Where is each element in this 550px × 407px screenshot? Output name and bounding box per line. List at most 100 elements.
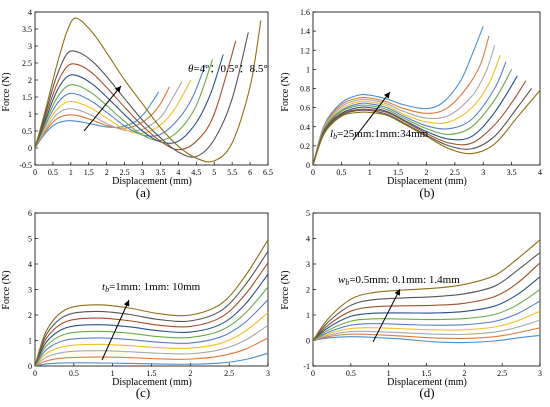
- series-line-9: [35, 32, 249, 158]
- series-line-8: [35, 262, 268, 366]
- series-line-1: [313, 26, 484, 165]
- series-group: [313, 239, 540, 344]
- parameter-annotation: lb=25mm:1mm:34mm: [330, 128, 429, 141]
- series-line-2: [313, 327, 540, 342]
- panel-label: (b): [419, 185, 434, 200]
- x-tick-label: 4: [538, 168, 542, 177]
- series-group: [35, 17, 262, 163]
- series-line-2: [35, 337, 268, 366]
- y-tick-label: 1.5: [22, 93, 32, 102]
- x-tick-label: 2: [425, 168, 429, 177]
- y-tick-label: 5: [28, 235, 32, 244]
- x-tick-label: 2.5: [120, 168, 130, 177]
- y-axis-title: Force (N): [1, 270, 12, 309]
- series-group: [35, 239, 268, 366]
- panel-label: (c): [136, 385, 150, 400]
- y-tick-label: 1: [28, 110, 32, 119]
- x-tick-label: 2: [105, 168, 109, 177]
- x-tick-label: 1: [387, 369, 391, 378]
- x-tick-label: 6.5: [263, 168, 273, 177]
- trend-arrow: [101, 299, 130, 361]
- x-tick-label: 3: [141, 168, 145, 177]
- series-line-5: [313, 61, 507, 165]
- y-tick-label: 1.4: [300, 27, 310, 36]
- series-line-9: [313, 252, 540, 341]
- y-tick-label: 0.2: [300, 142, 310, 151]
- series-line-4: [35, 312, 268, 366]
- x-tick-label: 3: [481, 168, 485, 177]
- y-tick-label: 0.6: [300, 104, 310, 113]
- trend-arrow: [372, 288, 401, 343]
- x-tick-label: 2.5: [450, 168, 460, 177]
- x-tick-label: 3.5: [507, 168, 517, 177]
- x-tick-label: 1.5: [147, 369, 157, 378]
- y-tick-label: 2: [306, 286, 310, 295]
- plot-frame: [312, 212, 541, 367]
- y-tick-label: 6: [28, 209, 32, 218]
- x-tick-label: 5: [212, 168, 216, 177]
- trend-arrow: [352, 91, 391, 141]
- x-axis-title: Displacement (mm): [112, 377, 192, 388]
- chart-panel-2: 0 0.5 1 1.5 2 2.5 3 3.5 4 0 0.2 0.4 0.6 0.8 1 1.2 1.4 1.6…: [280, 8, 542, 200]
- series-line-1: [35, 91, 160, 149]
- series-line-10: [313, 90, 540, 165]
- x-tick-label: 1: [368, 168, 372, 177]
- y-tick-label: 0: [306, 161, 310, 170]
- x-tick-label: 6: [248, 168, 252, 177]
- x-tick-label: 2.5: [497, 369, 507, 378]
- chart-panel-1: 0 0.5 1 1.5 2 2.5 3 3.5 4 4.5 5 5.5 6 6.5-0.500.511.5…: [1, 8, 273, 200]
- y-tick-label: -0.5: [19, 161, 32, 170]
- plot-frame: [34, 11, 269, 166]
- x-tick-label: 0.5: [336, 168, 346, 177]
- x-tick-label: 0: [311, 369, 315, 378]
- y-tick-label: 1.6: [300, 8, 310, 17]
- y-tick-label: 1: [306, 311, 310, 320]
- y-axis-title: Force (N): [1, 72, 12, 111]
- x-tick-label: 0: [311, 168, 315, 177]
- x-tick-label: 2: [462, 369, 466, 378]
- y-tick-label: 0: [28, 144, 32, 153]
- y-tick-label: 4: [306, 235, 310, 244]
- series-line-1: [35, 352, 268, 366]
- series-line-10: [35, 239, 268, 366]
- series-line-5: [35, 299, 268, 366]
- y-tick-label: 0: [28, 362, 32, 371]
- series-line-3: [35, 324, 268, 366]
- x-tick-label: 4: [176, 168, 180, 177]
- series-line-6: [35, 59, 213, 149]
- series-line-8: [313, 80, 527, 165]
- series-line-9: [313, 88, 532, 165]
- series-line-1: [313, 334, 540, 344]
- series-line-3: [35, 81, 183, 149]
- series-line-2: [313, 35, 490, 165]
- x-tick-label: 1: [69, 168, 73, 177]
- x-tick-label: 4.5: [191, 168, 201, 177]
- series-line-3: [313, 319, 540, 342]
- panel-label: (d): [419, 385, 434, 400]
- series-line-10: [313, 239, 540, 341]
- x-axis-title: Displacement (mm): [387, 377, 467, 388]
- y-tick-label: 1.2: [300, 46, 310, 55]
- parameter-annotation: wb=0.5mm: 0.1mm: 1.4mm: [338, 274, 460, 287]
- y-axis-title: Force (N): [280, 270, 291, 309]
- chart-panel-3: 0 0.5 1 1.5 2 2.5 3 0 1 2 3 4 5 6 Displacement (mm) For…: [1, 209, 270, 400]
- y-tick-label: 1: [28, 337, 32, 346]
- series-line-9: [35, 250, 268, 366]
- series-line-5: [35, 64, 206, 149]
- series-group: [313, 26, 540, 165]
- y-axis-title: Force (N): [280, 72, 291, 111]
- series-line-7: [313, 75, 518, 165]
- series-line-8: [35, 40, 237, 151]
- series-line-6: [313, 69, 513, 165]
- y-tick-label: 3: [28, 42, 32, 51]
- parameter-annotation: θ=4°：0.5°：8.5°: [188, 63, 268, 75]
- x-tick-label: 3: [538, 369, 542, 378]
- panel-label: (a): [136, 185, 150, 200]
- x-tick-label: 5.5: [227, 168, 237, 177]
- x-axis-title: Displacement (mm): [112, 176, 192, 187]
- y-tick-label: 2: [28, 76, 32, 85]
- series-line-4: [313, 310, 540, 342]
- series-line-7: [313, 276, 540, 341]
- series-line-7: [35, 54, 224, 149]
